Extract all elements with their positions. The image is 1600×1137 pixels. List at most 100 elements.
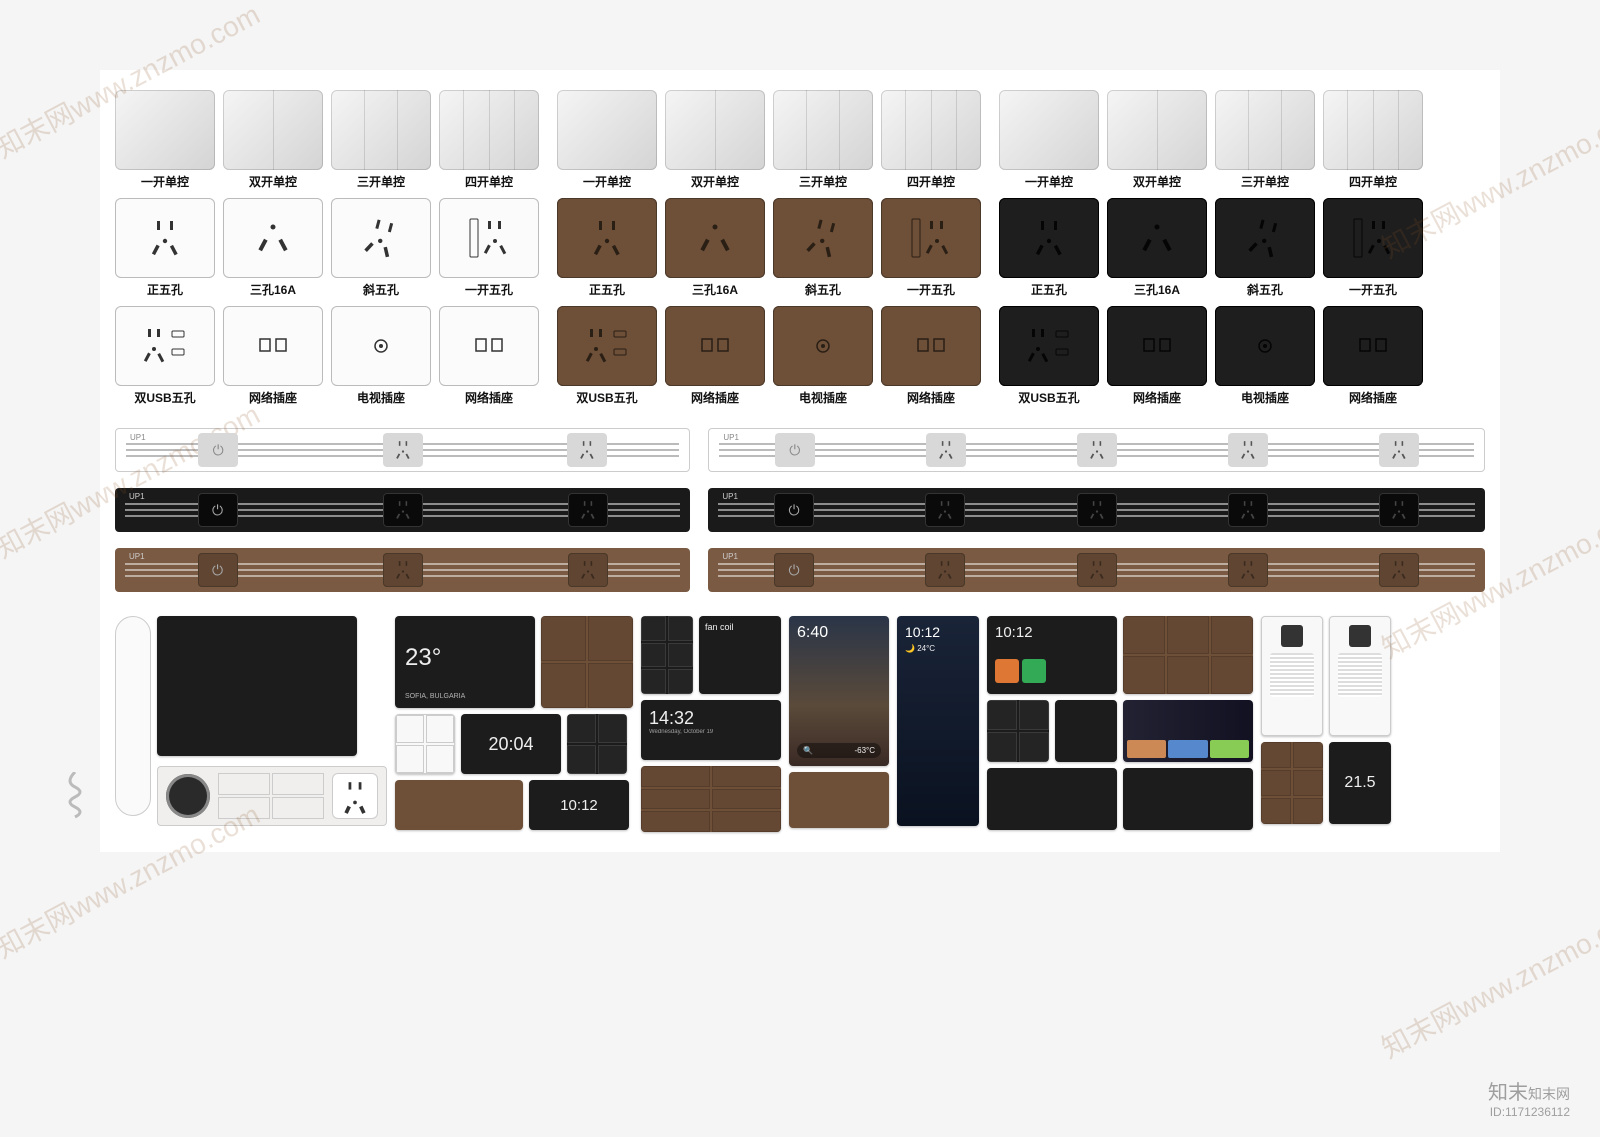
outlet-module: > — [383, 553, 423, 587]
power-strip-black-long: UP1⏻>>>> — [708, 488, 1485, 532]
diagonal-watermark: 知末网www.znzmo.com — [1374, 893, 1600, 1066]
data-outlet-电视插座: 电视插座 — [331, 306, 431, 406]
brown-6v-panel — [1261, 742, 1323, 824]
brown-6grid-panel — [641, 766, 781, 832]
switch-4gang: 四开单控 — [881, 90, 981, 190]
data-outlet-电视插座: 电视插座 — [773, 306, 873, 406]
data-outlet-网络插座: 网络插座 — [1323, 306, 1423, 406]
outlet-正五孔: 正五孔 — [115, 198, 215, 298]
outlet-module: > — [383, 433, 423, 467]
clock-panel-3: 10:12 — [529, 780, 629, 830]
dark-6button-panel — [641, 616, 693, 694]
switch-1gang: 一开单控 — [999, 90, 1099, 190]
camera-icon — [1281, 625, 1303, 647]
group-white-data: 双USB五孔网络插座电视插座网络插座 — [115, 306, 539, 406]
dial-control-strip — [157, 766, 387, 826]
switch-4gang: 四开单控 — [439, 90, 539, 190]
outlet-module: > — [567, 433, 607, 467]
speaker-grille-icon — [1270, 653, 1314, 697]
outlet-正五孔: 正五孔 — [999, 198, 1099, 298]
outlet-module: > — [383, 493, 423, 527]
switch-3gang: 三开单控 — [773, 90, 873, 190]
switch-2gang: 双开单控 — [1107, 90, 1207, 190]
group-black-switches: 一开单控双开单控三开单控四开单控 — [999, 90, 1423, 190]
outlet-module: > — [925, 493, 965, 527]
outlet-斜五孔: 斜五孔 — [773, 198, 873, 298]
strip-label: UP1 — [722, 492, 738, 501]
dark-wide-1 — [987, 768, 1117, 830]
outlet-三孔16A: 三孔16A — [1107, 198, 1207, 298]
outlet-三孔16A: 三孔16A — [665, 198, 765, 298]
search-icon: 🔍 — [803, 746, 813, 755]
group-black-outlets: 正五孔三孔16A斜五孔一开五孔 — [999, 198, 1423, 298]
intercom-column — [115, 616, 387, 826]
power-strip-black-short: UP1 ⏻ > > — [115, 488, 690, 532]
data-outlet-电视插座: 电视插座 — [1215, 306, 1315, 406]
panel-col-3: fan coil 14:32 Wednesday, October 19 — [641, 616, 781, 832]
power-button-module: ⏻ — [775, 433, 815, 467]
strip-label: UP1 — [722, 552, 738, 561]
outlet-一开五孔: 一开五孔 — [439, 198, 539, 298]
switch-3gang: 三开单控 — [331, 90, 431, 190]
tile-clock-panel: 10:12 — [987, 616, 1117, 694]
dark-wide-2 — [1123, 768, 1253, 830]
switches-row-1: 一开单控双开单控三开单控四开单控 一开单控双开单控三开单控四开单控 一开单控双开… — [115, 90, 1485, 190]
brown-4button-panel — [541, 616, 633, 708]
group-white-outlets: 正五孔三孔16A斜五孔一开五孔 — [115, 198, 539, 298]
data-outlet-网络插座: 网络插座 — [439, 306, 539, 406]
dark-4b-panel-2 — [987, 700, 1049, 762]
white-4button-panel — [395, 714, 455, 774]
media-strip-panel — [1123, 700, 1253, 762]
power-button-module: ⏻ — [198, 433, 238, 467]
data-outlet-网络插座: 网络插座 — [1107, 306, 1207, 406]
rotary-dial-icon — [166, 774, 210, 818]
power-strip-white-long: UP1⏻>>>> — [708, 428, 1485, 472]
switch-1gang: 一开单控 — [115, 90, 215, 190]
outlet-module: > — [925, 553, 965, 587]
panel-col-7: 21.5 — [1261, 616, 1391, 824]
outlet-module: > — [1228, 433, 1268, 467]
outlet-module: > — [1077, 433, 1117, 467]
outlet-module: > — [1379, 493, 1419, 527]
brown-small-panel — [789, 772, 889, 828]
data-outlet-双USB五孔: 双USB五孔 — [115, 306, 215, 406]
outlet-一开五孔: 一开五孔 — [881, 198, 981, 298]
outlet-module: > — [1077, 493, 1117, 527]
outlet-三孔16A: 三孔16A — [223, 198, 323, 298]
night-weather-panel: 10:12 🌙 24°C — [897, 616, 979, 826]
group-brown-outlets: 正五孔三孔16A斜五孔一开五孔 — [557, 198, 981, 298]
intercom-main-screen — [157, 616, 357, 756]
doorbell-unit-1 — [1261, 616, 1323, 736]
group-silver-switches: 一开单控双开单控三开单控四开单控 — [115, 90, 539, 190]
fancoil-panel: fan coil — [699, 616, 781, 694]
strip-label: UP1 — [129, 492, 145, 501]
outlet-module: > — [568, 493, 608, 527]
power-button-module: ⏻ — [198, 493, 238, 527]
group-brown-switches: 一开单控双开单控三开单控四开单控 — [557, 90, 981, 190]
strip-label: UP1 — [723, 433, 739, 442]
data-outlet-双USB五孔: 双USB五孔 — [557, 306, 657, 406]
power-strips-section: UP1⏻>> UP1⏻>>>> UP1⏻>> UP1⏻>>>> UP1⏻>> U… — [115, 428, 1485, 592]
outlets-row-3: 双USB五孔网络插座电视插座网络插座 双USB五孔网络插座电视插座网络插座 双U… — [115, 306, 1485, 406]
coiled-cord-icon — [65, 772, 125, 822]
data-outlet-网络插座: 网络插座 — [665, 306, 765, 406]
power-button-module: ⏻ — [774, 553, 814, 587]
data-outlet-网络插座: 网络插座 — [223, 306, 323, 406]
outlet-一开五孔: 一开五孔 — [1323, 198, 1423, 298]
product-catalog-canvas: 一开单控双开单控三开单控四开单控 一开单控双开单控三开单控四开单控 一开单控双开… — [100, 70, 1500, 852]
switch-1gang: 一开单控 — [557, 90, 657, 190]
outlet-正五孔: 正五孔 — [557, 198, 657, 298]
switch-4gang: 四开单控 — [1323, 90, 1423, 190]
speaker-grille-icon — [1338, 653, 1382, 697]
group-black-data: 双USB五孔网络插座电视插座网络插座 — [999, 306, 1423, 406]
outlet-module: > — [568, 553, 608, 587]
power-strip-white-short: UP1⏻>> — [115, 428, 690, 472]
data-outlet-双USB五孔: 双USB五孔 — [999, 306, 1099, 406]
power-strip-brown-long: UP1⏻>>>> — [708, 548, 1485, 592]
power-strip-brown-short: UP1⏻>> — [115, 548, 690, 592]
camera-icon — [1349, 625, 1371, 647]
data-outlet-网络插座: 网络插座 — [881, 306, 981, 406]
switch-3gang: 三开单控 — [1215, 90, 1315, 190]
calendar-panel: 14:32 Wednesday, October 19 — [641, 700, 781, 760]
outlet-斜五孔: 斜五孔 — [331, 198, 431, 298]
